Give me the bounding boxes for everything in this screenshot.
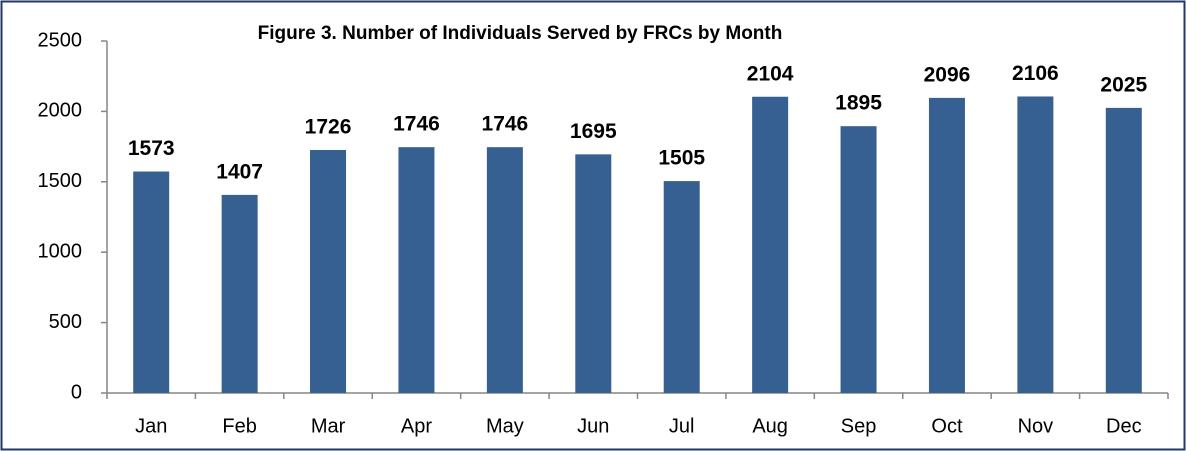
x-tick-label: May bbox=[486, 415, 524, 437]
data-label: 1695 bbox=[570, 120, 617, 143]
bar bbox=[486, 147, 523, 393]
x-tick-label: Feb bbox=[222, 415, 256, 437]
bar bbox=[575, 154, 612, 393]
bar bbox=[1017, 96, 1054, 394]
bar bbox=[310, 149, 347, 393]
bar bbox=[398, 147, 435, 393]
y-tick-label: 2500 bbox=[38, 29, 83, 51]
data-label: 1895 bbox=[835, 92, 882, 115]
bar bbox=[752, 96, 789, 393]
data-label: 1746 bbox=[482, 113, 529, 136]
data-label: 1407 bbox=[216, 160, 263, 183]
x-tick-label: Aug bbox=[752, 415, 788, 437]
y-tick-label: 2000 bbox=[38, 100, 83, 122]
data-label: 2104 bbox=[747, 62, 794, 85]
data-label: 2106 bbox=[1012, 62, 1059, 85]
bar bbox=[133, 171, 170, 393]
bar bbox=[221, 194, 258, 393]
x-tick-label: Jun bbox=[577, 415, 609, 437]
bar bbox=[663, 181, 700, 393]
bar bbox=[840, 126, 877, 394]
x-tick-label: Oct bbox=[931, 415, 963, 437]
bar bbox=[1105, 107, 1142, 393]
y-tick-label: 500 bbox=[49, 311, 82, 333]
x-tick-label: Jul bbox=[669, 415, 695, 437]
y-tick-label: 1000 bbox=[38, 240, 83, 262]
chart-title: Figure 3. Number of Individuals Served b… bbox=[258, 23, 783, 44]
bar bbox=[928, 97, 965, 393]
data-label: 1726 bbox=[305, 116, 352, 139]
x-tick-label: Nov bbox=[1018, 415, 1054, 437]
data-label: 1746 bbox=[393, 113, 440, 136]
x-tick-label: Sep bbox=[841, 415, 877, 437]
x-tick-label: Jan bbox=[135, 415, 167, 437]
y-tick-label: 1500 bbox=[38, 170, 83, 192]
data-label: 2025 bbox=[1100, 73, 1147, 96]
y-tick-label: 0 bbox=[71, 381, 82, 403]
data-label: 2096 bbox=[924, 63, 971, 86]
x-tick-label: Mar bbox=[311, 415, 346, 437]
x-tick-label: Dec bbox=[1106, 415, 1142, 437]
data-label: 1573 bbox=[128, 137, 175, 160]
x-tick-label: Apr bbox=[401, 415, 432, 437]
data-label: 1505 bbox=[658, 147, 705, 170]
